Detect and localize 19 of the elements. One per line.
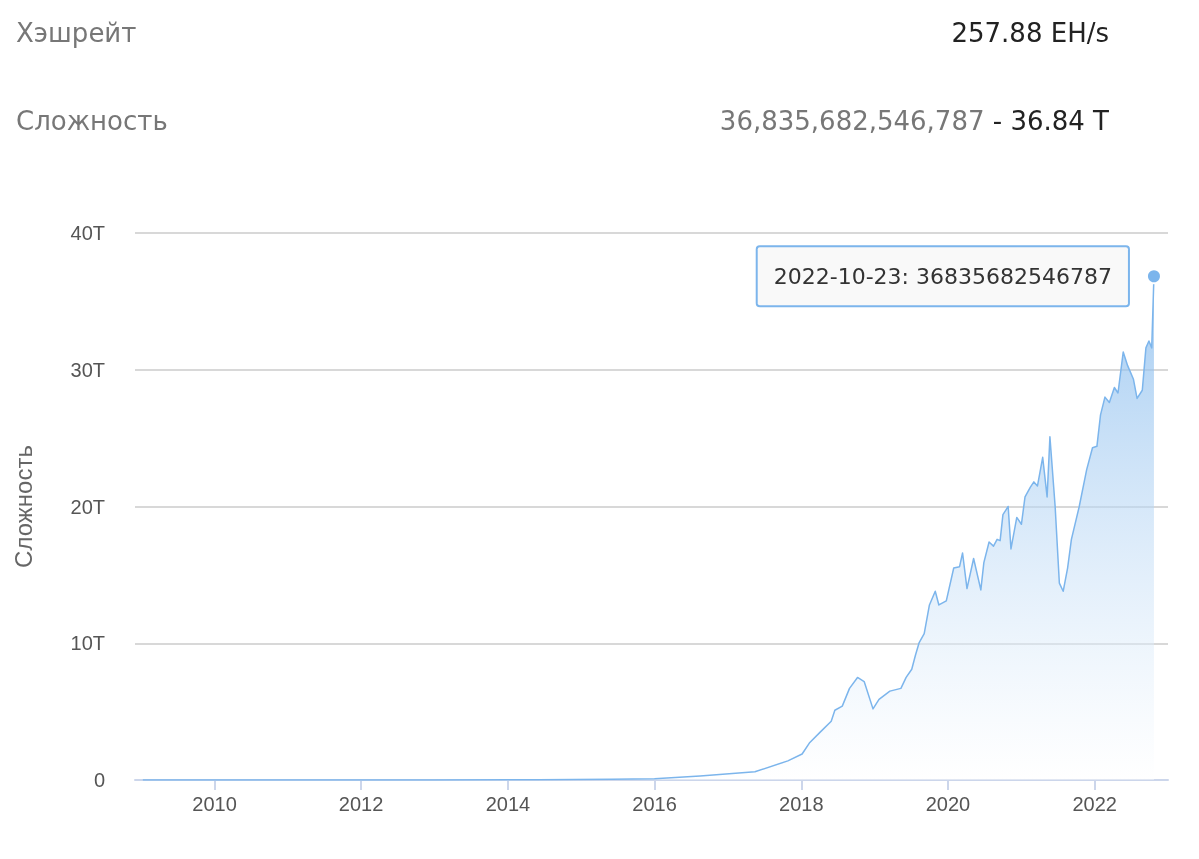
x-tick-label: 2012 xyxy=(338,793,384,815)
annotation: 2022-10-23: 36835682546787 xyxy=(773,263,1112,289)
text: Хэшрейт xyxy=(16,18,137,48)
x-tick-label: 2018 xyxy=(779,793,824,815)
x-tick-label: 2020 xyxy=(925,793,971,815)
text: 257.88 EH/s xyxy=(951,18,1109,48)
text: - 36.84 T xyxy=(991,106,1109,136)
x-tick-label: 2010 xyxy=(192,793,237,815)
x-tick-label: 2014 xyxy=(485,793,531,815)
y-tick-label: 10T xyxy=(70,632,105,655)
y-tick-label: 20T xyxy=(70,495,105,518)
y-axis-title: Сложность xyxy=(9,445,37,568)
x-tick-label: 2022 xyxy=(1072,793,1117,815)
y-tick-label: 30T xyxy=(70,358,105,381)
x-tick-label: 2016 xyxy=(632,793,677,815)
y-tick-label: 0 xyxy=(93,769,105,791)
text: 36,835,682,546,787 xyxy=(719,106,985,136)
text: Сложность xyxy=(16,106,168,136)
y-tick-label: 40T xyxy=(70,222,105,244)
